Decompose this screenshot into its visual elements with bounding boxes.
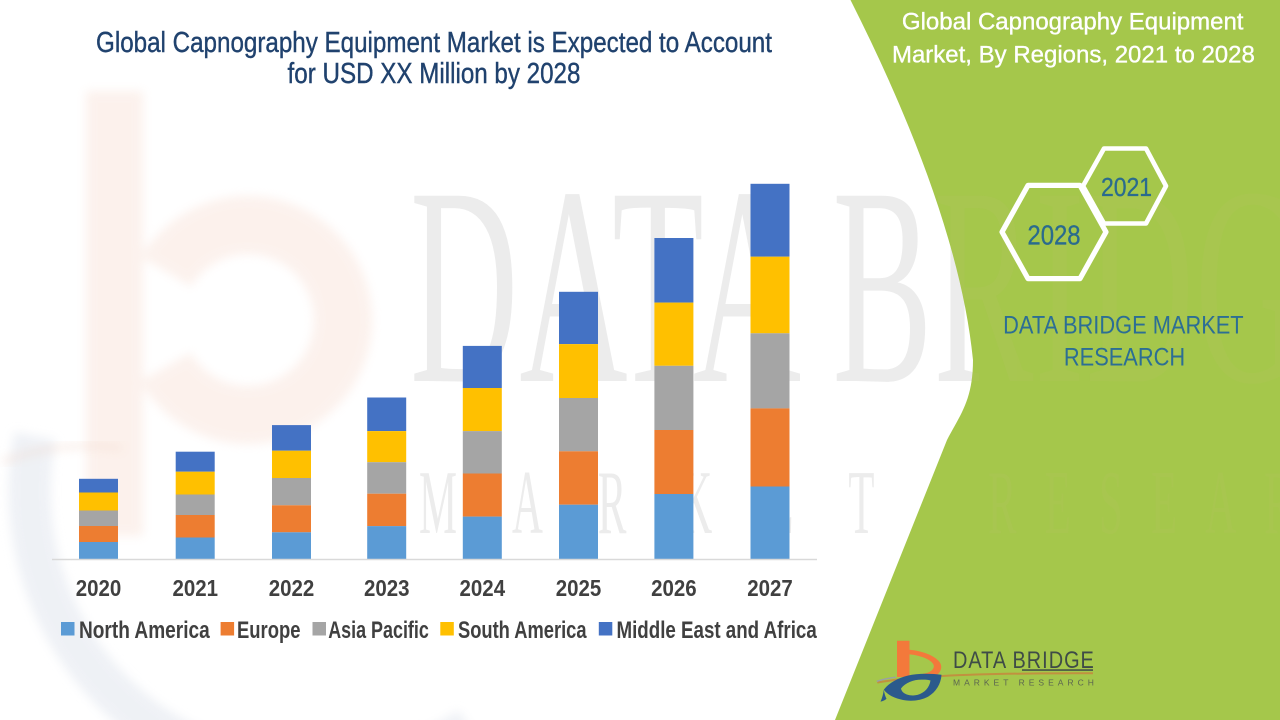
svg-text:Market, By Regions, 2021 to 20: Market, By Regions, 2021 to 2028 xyxy=(892,41,1255,68)
svg-text:MARKET RESEARCH: MARKET RESEARCH xyxy=(953,677,1098,687)
svg-text:2020: 2020 xyxy=(76,575,122,601)
svg-text:2025: 2025 xyxy=(556,575,602,601)
svg-text:Global Capnography Equipment: Global Capnography Equipment xyxy=(902,9,1244,36)
svg-text:2028: 2028 xyxy=(1027,221,1080,251)
svg-text:Europe: Europe xyxy=(237,615,300,643)
svg-text:DATA BRIDGE MARKET: DATA BRIDGE MARKET xyxy=(1003,311,1243,339)
svg-text:2024: 2024 xyxy=(460,575,506,601)
svg-text:2021: 2021 xyxy=(172,575,218,601)
svg-text:RESEARCH: RESEARCH xyxy=(988,454,1280,554)
svg-text:South America: South America xyxy=(458,615,587,643)
svg-text:North America: North America xyxy=(79,616,210,644)
svg-text:for USD XX Million by 2028: for USD XX Million by 2028 xyxy=(288,57,581,90)
svg-text:Asia Pacific: Asia Pacific xyxy=(328,616,429,643)
svg-text:2027: 2027 xyxy=(747,575,793,601)
svg-text:Middle East and Africa: Middle East and Africa xyxy=(617,616,818,644)
svg-text:RESEARCH: RESEARCH xyxy=(1064,343,1185,371)
svg-text:2021: 2021 xyxy=(1101,174,1152,202)
svg-text:Global Capnography Equipment M: Global Capnography Equipment Market is E… xyxy=(96,26,772,59)
svg-text:2026: 2026 xyxy=(651,575,697,601)
svg-text:DATA BRIDGE: DATA BRIDGE xyxy=(953,646,1095,673)
svg-text:2023: 2023 xyxy=(364,575,410,601)
svg-text:2022: 2022 xyxy=(269,575,315,601)
